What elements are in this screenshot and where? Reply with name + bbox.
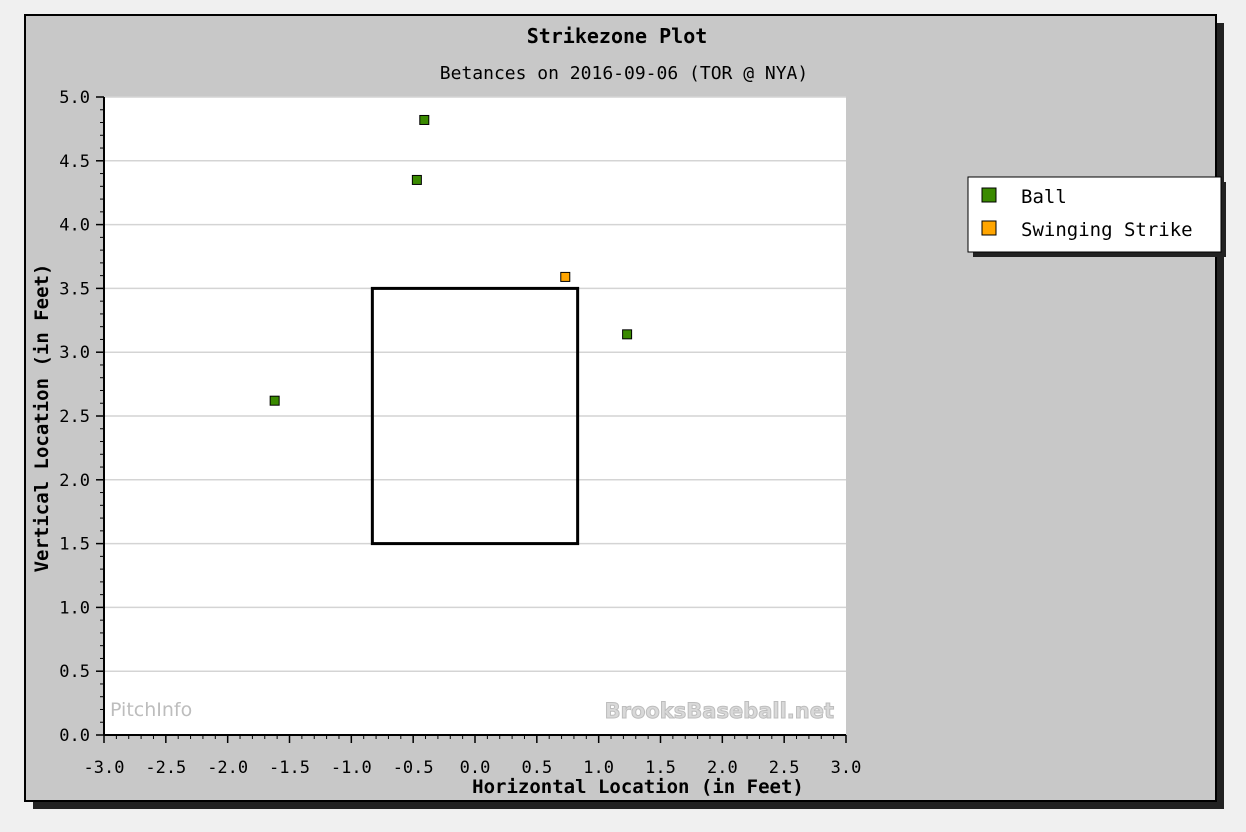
y-axis-label: Vertical Location (in Feet) [31, 264, 53, 573]
pitch-point-ball [622, 329, 633, 340]
legend-label-ball: Ball [1021, 186, 1067, 208]
pitch-point-ball [411, 174, 422, 185]
legend-label-swinging-strike: Swinging Strike [1021, 219, 1193, 241]
x-tick-label: 2.5 [769, 758, 800, 778]
legend-box [967, 176, 1222, 253]
y-tick-label: 1.5 [59, 535, 90, 555]
chart-title: Strikezone Plot [527, 24, 708, 48]
strike-zone-box [370, 286, 580, 546]
y-tick-label: 4.0 [59, 216, 90, 236]
x-tick-label: 0.0 [460, 758, 491, 778]
y-tick-label: 5.0 [59, 88, 90, 108]
x-tick-label: -2.5 [145, 758, 186, 778]
pitch-point-ball [419, 114, 430, 125]
x-tick-label: -2.0 [207, 758, 248, 778]
y-tick-label: 3.5 [59, 279, 90, 299]
y-tick-label: 3.0 [59, 343, 90, 363]
x-tick-label: 1.5 [645, 758, 676, 778]
legend-swatch-swinging-strike [981, 220, 997, 236]
legend-swatch-ball [981, 187, 997, 203]
x-tick-label: 0.5 [521, 758, 552, 778]
x-tick-label: -0.5 [393, 758, 434, 778]
x-tick-label: -3.0 [84, 758, 125, 778]
x-tick-label: -1.0 [331, 758, 372, 778]
axes: 0.0 0.5 1.0 1.5 2.0 2.5 3.0 3.5 4.0 4.5 5.0 -3.0 -2.… [59, 88, 861, 778]
watermark-pitchinfo: PitchInfo [110, 699, 192, 721]
y-tick-label: 0.0 [59, 726, 90, 746]
pitch-points [269, 114, 633, 406]
y-tick-label: 2.0 [59, 471, 90, 491]
watermark-brooksbaseball: BrooksBaseball.net [605, 699, 834, 723]
pitch-point-swinging-strike [560, 271, 571, 282]
y-tick-label: 0.5 [59, 662, 90, 682]
y-tick-label: 1.0 [59, 598, 90, 618]
x-axis-label: Horizontal Location (in Feet) [472, 776, 804, 798]
y-tick-label: 2.5 [59, 407, 90, 427]
x-tick-label: 1.0 [583, 758, 614, 778]
legend: Ball Swinging Strike [967, 176, 1226, 257]
pitch-point-ball [269, 395, 280, 406]
y-tick-label: 4.5 [59, 152, 90, 172]
watermarks: PitchInfo BrooksBaseball.net [110, 699, 835, 724]
x-tick-label: 3.0 [831, 758, 862, 778]
x-tick-label: -1.5 [269, 758, 310, 778]
x-tick-label: 2.0 [707, 758, 738, 778]
chart-subtitle: Betances on 2016-09-06 (TOR @ NYA) [440, 63, 808, 84]
